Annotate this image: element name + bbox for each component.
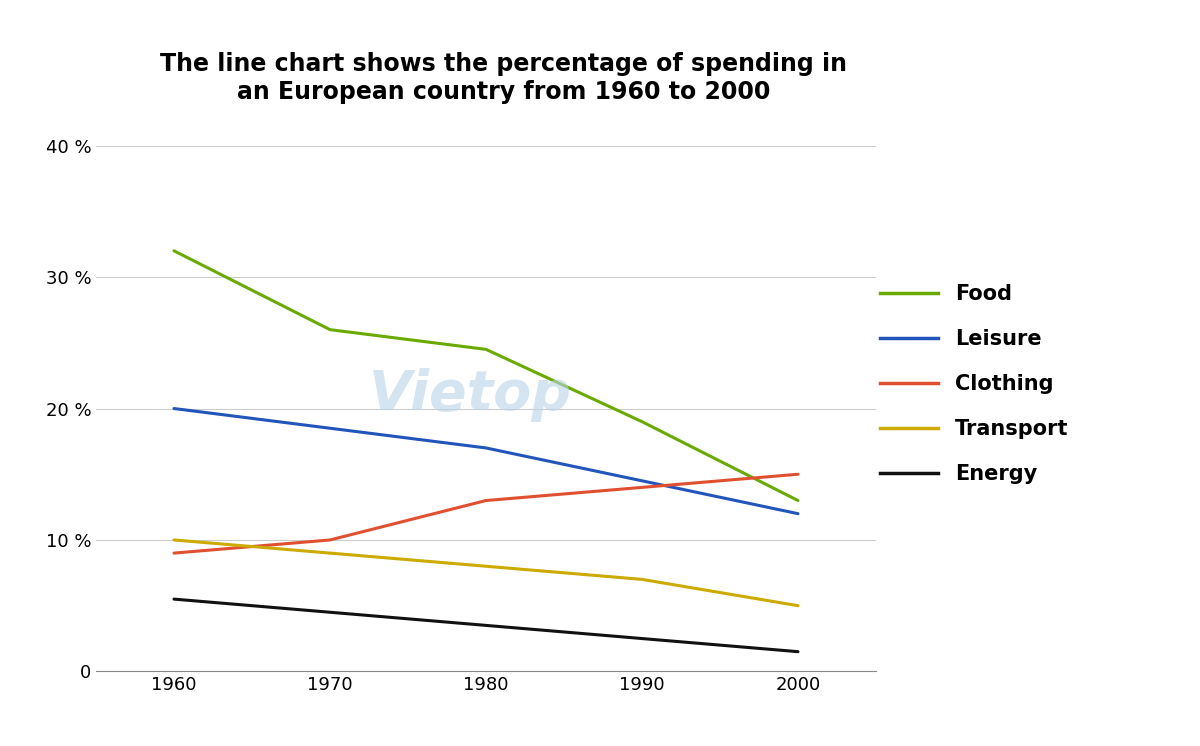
Text: Vietop: Vietop [368, 369, 572, 422]
Legend: Food, Leisure, Clothing, Transport, Energy: Food, Leisure, Clothing, Transport, Ener… [871, 276, 1076, 492]
Text: The line chart shows the percentage of spending in
an European country from 1960: The line chart shows the percentage of s… [161, 52, 847, 104]
